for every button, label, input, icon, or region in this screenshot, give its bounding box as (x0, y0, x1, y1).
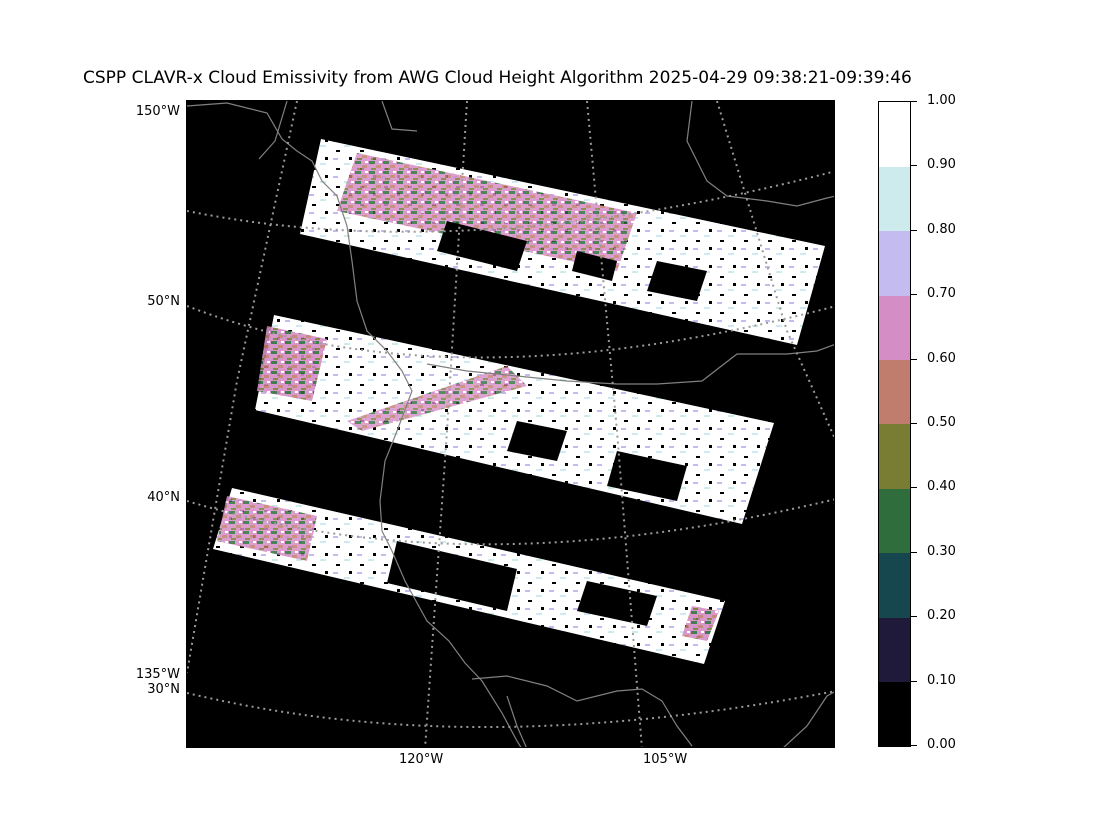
map-canvas (187, 101, 834, 747)
plot-title: CSPP CLAVR-x Cloud Emissivity from AWG C… (83, 68, 912, 88)
colorbar-tick (911, 616, 917, 618)
label-120w: 120°W (399, 752, 444, 767)
colorbar-tick-label: 0.60 (927, 350, 956, 366)
colorbar-segment (879, 617, 910, 683)
colorbar-tick-label: 0.40 (927, 479, 956, 495)
colorbar-segment (879, 424, 910, 489)
label-30n: 30°N (147, 682, 180, 697)
label-135w: 135°W (135, 667, 180, 682)
colorbar-tick (911, 229, 917, 231)
colorbar-segment (879, 230, 910, 296)
colorbar-tick (911, 101, 917, 102)
colorbar-tick (911, 745, 917, 746)
map-panel (186, 100, 835, 748)
colorbar-tick-label: 0.90 (927, 157, 956, 173)
colorbar-tick-label: 0.20 (927, 608, 956, 624)
colorbar-segment (879, 359, 910, 425)
colorbar (878, 101, 911, 747)
colorbar-tick (911, 423, 917, 424)
swath-middle (255, 315, 774, 524)
label-40n: 40°N (147, 490, 180, 505)
colorbar-tick-label: 0.00 (927, 737, 956, 752)
colorbar-segment (879, 102, 910, 167)
label-105w: 105°W (643, 752, 688, 767)
colorbar-segment (879, 488, 910, 554)
label-50n: 50°N (147, 294, 180, 309)
graticule (187, 101, 834, 747)
colorbar-tick (911, 680, 917, 682)
colorbar-segment (879, 166, 910, 232)
colorbar-segment (879, 552, 910, 618)
colorbar-segment (879, 295, 910, 361)
label-150w: 150°W (135, 104, 180, 119)
colorbar-tick-label: 0.80 (927, 221, 956, 237)
colorbar-segment (879, 681, 910, 746)
colorbar-tick-label: 0.50 (927, 415, 956, 430)
colorbar-tick-label: 1.00 (927, 93, 956, 108)
colorbar-tick (911, 358, 917, 360)
swath-north (300, 139, 825, 345)
colorbar-tick-label: 0.70 (927, 286, 956, 302)
colorbar-tick-label: 0.30 (927, 543, 956, 559)
colorbar-tick (911, 294, 917, 296)
colorbar-tick-label: 0.10 (927, 672, 956, 688)
swath-south (213, 488, 725, 664)
colorbar-tick (911, 165, 917, 167)
colorbar-tick (911, 551, 917, 553)
colorbar-tick (911, 487, 917, 489)
